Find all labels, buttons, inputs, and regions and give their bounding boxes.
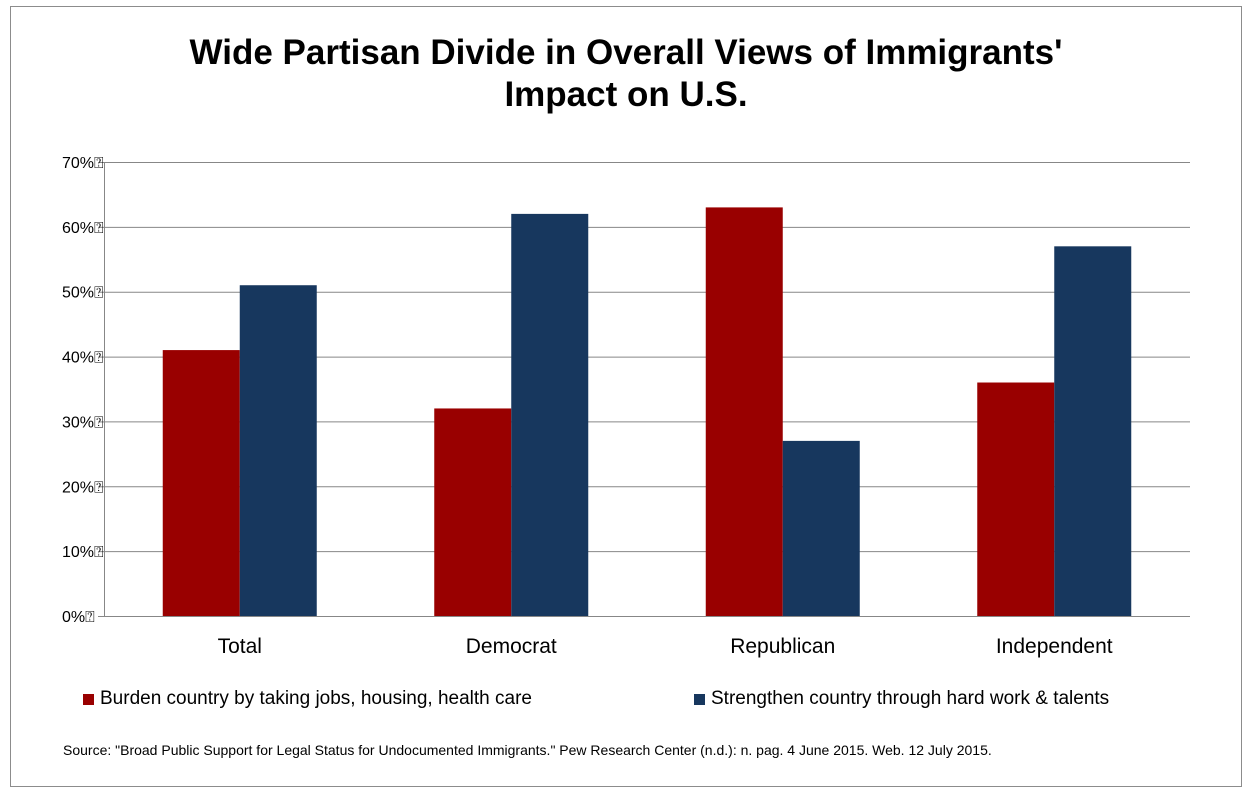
- y-tick-label: 20%⍰: [62, 479, 104, 496]
- chart-title-line-2: Impact on U.S.: [504, 75, 748, 114]
- legend-item-strengthen: Strengthen country through hard work & t…: [694, 688, 1109, 710]
- legend-label-strengthen: Strengthen country through hard work & t…: [711, 688, 1110, 709]
- source-note: Source: "Broad Public Support for Legal …: [63, 742, 992, 758]
- y-tick-label: 0%⍰: [62, 609, 95, 626]
- bar-independent-series-1: [1054, 246, 1132, 617]
- y-tick-label: 40%⍰: [62, 350, 104, 367]
- bar-republican-series-1: [782, 440, 860, 616]
- chart-legend: Burden country by taking jobs, housing, …: [0, 688, 1252, 712]
- y-tick-label: 10%⍰: [62, 544, 104, 561]
- bar-republican-series-0: [705, 207, 783, 616]
- x-tick-label: Republican: [730, 635, 835, 658]
- x-tick-label: Total: [218, 635, 262, 658]
- bar-total-series-1: [239, 285, 317, 616]
- legend-swatch-burden: [83, 693, 94, 705]
- legend-item-burden: Burden country by taking jobs, housing, …: [83, 688, 532, 710]
- x-tick-label: Democrat: [466, 635, 557, 658]
- y-tick-label: 70%⍰: [62, 155, 104, 172]
- bar-total-series-0: [162, 350, 240, 616]
- bar-independent-series-0: [977, 382, 1055, 616]
- bar-democrat-series-0: [434, 408, 512, 616]
- legend-label-burden: Burden country by taking jobs, housing, …: [100, 688, 532, 709]
- bar-democrat-series-1: [511, 213, 589, 616]
- x-tick-label: Independent: [996, 635, 1113, 658]
- legend-swatch-strengthen: [694, 693, 705, 705]
- y-tick-label: 30%⍰: [62, 414, 104, 431]
- chart-title-line-1: Wide Partisan Divide in Overall Views of…: [189, 33, 1063, 72]
- y-tick-label: 60%⍰: [62, 220, 104, 237]
- y-tick-label: 50%⍰: [62, 285, 104, 302]
- chart-title: Wide Partisan Divide in Overall Views of…: [0, 32, 1252, 116]
